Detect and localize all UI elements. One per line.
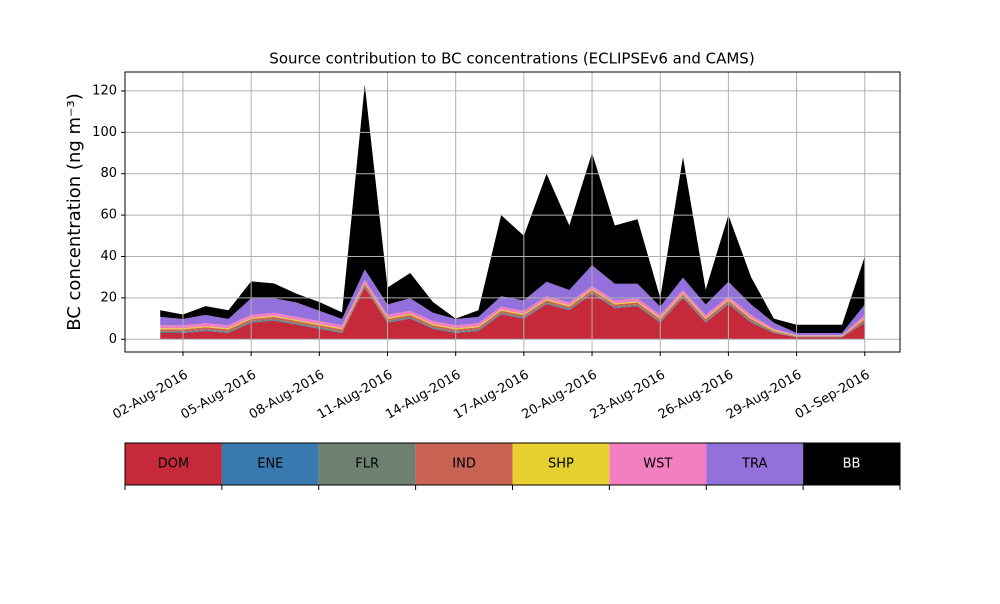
y-tick-label: 120 xyxy=(92,83,117,98)
legend-swatch xyxy=(706,443,804,485)
plot-frame xyxy=(124,71,901,353)
area xyxy=(160,265,865,336)
legend-swatch xyxy=(125,443,222,485)
legend-swatch xyxy=(415,443,513,485)
legend-swatch xyxy=(221,443,319,485)
legend-swatch xyxy=(609,443,707,485)
legend-label: WST xyxy=(643,457,672,472)
y-axis-label: BC concentration (ng m⁻³) xyxy=(64,93,85,331)
chart-title: Source contribution to BC concentrations… xyxy=(269,50,754,68)
legend-label: DOM xyxy=(158,457,189,472)
legend-frame xyxy=(124,442,901,486)
y-tick-label: 20 xyxy=(100,290,117,305)
area xyxy=(160,287,865,340)
legend-label: TRA xyxy=(741,457,767,472)
legend-label: IND xyxy=(452,457,476,472)
legend-label: FLR xyxy=(355,457,379,472)
legend-swatch xyxy=(803,443,900,485)
y-tick-label: 40 xyxy=(100,249,117,264)
area xyxy=(160,84,865,334)
legend-swatch xyxy=(318,443,416,485)
y-tick-label: 60 xyxy=(100,208,117,223)
legend-label: SHP xyxy=(548,457,574,472)
legend-label: ENE xyxy=(257,457,283,472)
y-tick-label: 0 xyxy=(109,332,117,347)
legend-label: BB xyxy=(843,457,861,472)
legend-swatch xyxy=(512,443,610,485)
y-tick-label: 80 xyxy=(100,166,117,181)
y-tick-label: 100 xyxy=(92,125,117,140)
